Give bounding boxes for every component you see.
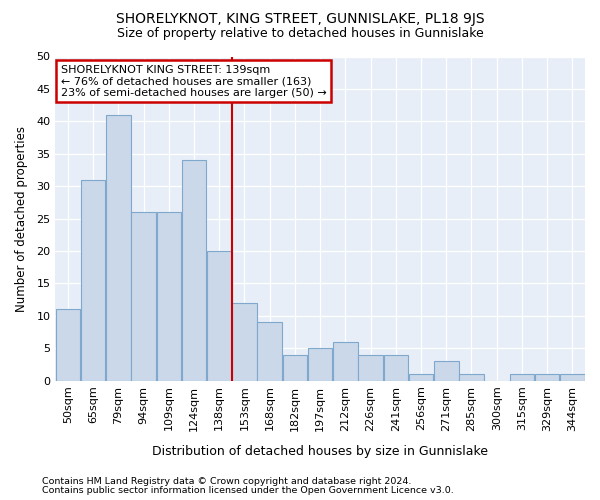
Bar <box>358 355 383 381</box>
Bar <box>308 348 332 381</box>
Bar <box>232 303 257 381</box>
Text: SHORELYKNOT KING STREET: 139sqm
← 76% of detached houses are smaller (163)
23% o: SHORELYKNOT KING STREET: 139sqm ← 76% of… <box>61 64 326 98</box>
Bar <box>157 212 181 381</box>
Text: SHORELYKNOT, KING STREET, GUNNISLAKE, PL18 9JS: SHORELYKNOT, KING STREET, GUNNISLAKE, PL… <box>116 12 484 26</box>
Bar <box>283 355 307 381</box>
Bar <box>535 374 559 381</box>
Text: Size of property relative to detached houses in Gunnislake: Size of property relative to detached ho… <box>116 28 484 40</box>
Bar <box>560 374 584 381</box>
Bar <box>56 310 80 381</box>
Bar <box>106 115 131 381</box>
Bar <box>510 374 534 381</box>
Y-axis label: Number of detached properties: Number of detached properties <box>15 126 28 312</box>
Bar <box>383 355 408 381</box>
Text: Contains HM Land Registry data © Crown copyright and database right 2024.: Contains HM Land Registry data © Crown c… <box>42 477 412 486</box>
Text: Contains public sector information licensed under the Open Government Licence v3: Contains public sector information licen… <box>42 486 454 495</box>
X-axis label: Distribution of detached houses by size in Gunnislake: Distribution of detached houses by size … <box>152 444 488 458</box>
Bar <box>182 160 206 381</box>
Bar <box>207 251 232 381</box>
Bar <box>257 322 282 381</box>
Bar <box>459 374 484 381</box>
Bar <box>434 362 458 381</box>
Bar <box>81 180 106 381</box>
Bar <box>409 374 433 381</box>
Bar <box>333 342 358 381</box>
Bar <box>131 212 156 381</box>
